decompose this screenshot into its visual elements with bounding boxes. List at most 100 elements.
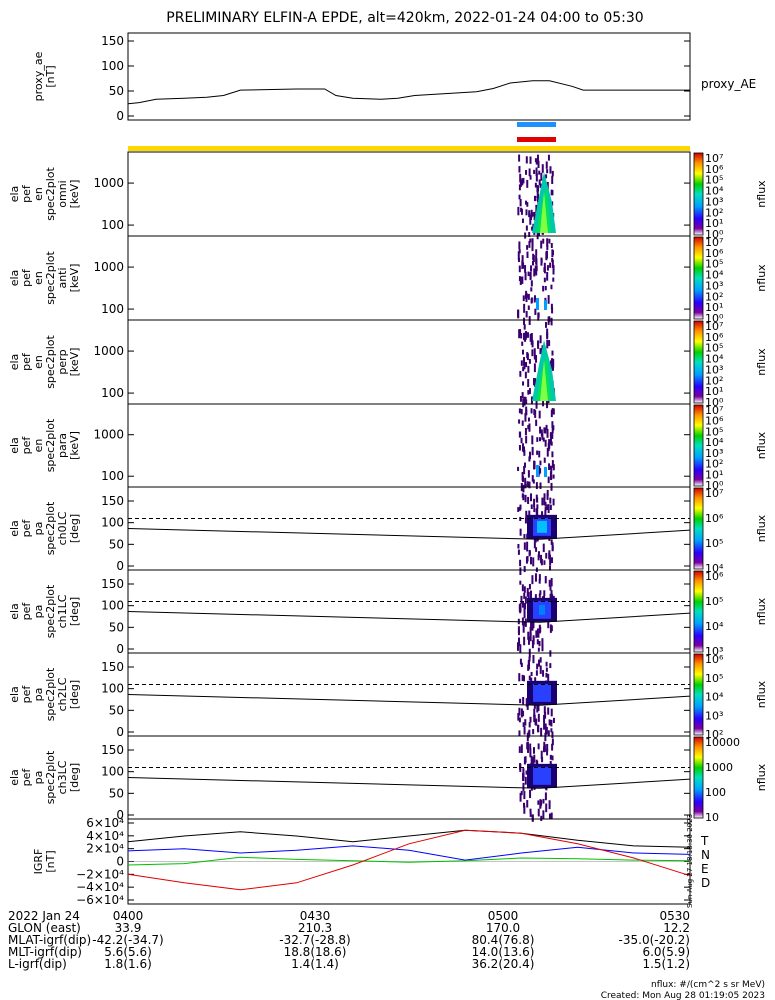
spectro-pixel [524,371,527,379]
spectro-pixel [534,573,537,582]
spectro-pixel [551,350,554,356]
spectro-pixel [530,298,533,304]
spectro-pixel [524,271,527,281]
spectro-pixel [549,593,552,600]
spectro-pixel [525,225,528,231]
spectro-pixel [528,656,531,662]
spectro-pixel [531,446,534,456]
panel-5: ela pef en spec2plot para [keV] 100010010⁷10⁶1… [8,403,768,493]
spectro-pixel [526,587,529,597]
spectro-pixel [528,423,531,432]
y-label-line: pef [20,602,33,621]
spectro-pixel [544,501,547,506]
spectro-pixel [542,437,545,442]
spectro-pixel [523,621,526,626]
spectro-pixel [530,621,533,629]
y-tick-label: 100 [101,59,124,73]
spectro-pixel [520,662,523,668]
series-D [127,829,691,891]
spectro-pixel [549,262,552,268]
spectro-peak [540,192,548,233]
spectro-pixel [549,586,552,591]
y-label-line: [deg] [68,680,81,709]
spectro-pixel [547,730,550,736]
spectro-pixel [524,484,527,489]
colorbar-tick-label: 10⁰ [705,396,724,409]
table-cell: 0430 [300,909,331,923]
y-label-line: pef [20,768,33,787]
table-row-label: L-igrf(dip) [8,957,67,971]
spectro-pixel [548,719,551,726]
spectro-pixel [548,813,551,819]
y-label-line: ela [8,354,21,371]
spectro-pixel [552,268,555,275]
spectro-pixel [530,504,533,510]
spectro-pixel [519,603,522,612]
colorbar-tick-label: 10² [705,458,723,471]
spectro-pixel [531,621,534,631]
spectro-pixel [543,590,546,597]
spectro-pixel [545,161,548,169]
spectro-pixel [537,724,540,733]
spectro-pixel [523,465,526,475]
spectro-pixel [537,800,540,805]
spectro-pixel [530,671,533,677]
colorbar-tick-label: 10⁴ [705,185,724,198]
spectro-pixel [537,713,540,722]
spectro-pixel [531,814,534,821]
spectro-pixel [526,245,529,250]
spectro-pixel [530,214,533,221]
spectro-pixel [549,435,552,445]
spectro-pixel [536,231,539,240]
spectro-pixel [545,424,548,431]
y-label-line: spec2plot [44,167,57,221]
colorbar-tick-label: 10⁵ [705,672,723,685]
spectro-pixel [523,462,526,468]
spectro-pixel [527,417,530,422]
y-label-line: pa [32,522,45,536]
spectro-pixel [521,471,524,481]
spectro-pixel [540,815,543,821]
spectro-pixel [543,721,546,730]
spectro-pixel [535,419,538,426]
colorbar-tick-label: 10⁶ [705,653,724,666]
colorbar [693,736,704,819]
spectro-pixel [520,708,523,718]
y-label-line: spec2plot [44,667,57,721]
spectro-pixel [525,295,528,303]
spectro-pixel [530,755,533,765]
spectro-pixel [539,590,542,595]
spectro-pixel [524,517,527,524]
colorbar [693,404,704,487]
spectro-pixel [530,396,533,404]
table-cell: 0530 [659,909,690,923]
spectro-pixel [529,274,532,281]
spectro-pixel [528,510,531,519]
spectro-pixel [524,332,527,340]
loss-cone-line [127,694,691,706]
spectro-pixel [525,770,528,775]
spectro-pixel [535,670,538,676]
y-label-line: pef [20,519,33,538]
y-label-line: ela [8,686,21,703]
spectro-pixel [534,594,537,599]
y-label-line: ch1LC [56,594,69,628]
spectro-pixel [539,657,542,663]
spectro-pixel [542,670,545,677]
spectro-pixel [523,324,526,330]
spectro-pixel [529,238,532,243]
spectro-pixel [546,332,549,340]
colorbar-tick-label: 1000 [705,761,733,774]
colorbar-tick-label: 10⁷ [705,487,723,500]
legend-E: E [701,862,709,876]
spectro-pixel [529,451,532,460]
spectro-pixel [519,580,522,585]
spectro-pixel [519,792,522,802]
colorbar-tick-label: 10⁵ [705,595,723,608]
spectro-pixel [550,728,553,733]
spectro-pixel [537,312,540,321]
y-label-line: ch0LC [56,511,69,545]
spectro-pixel [548,579,551,587]
colorbar-label: nflux [755,180,768,208]
spectro-pixel [538,659,541,667]
